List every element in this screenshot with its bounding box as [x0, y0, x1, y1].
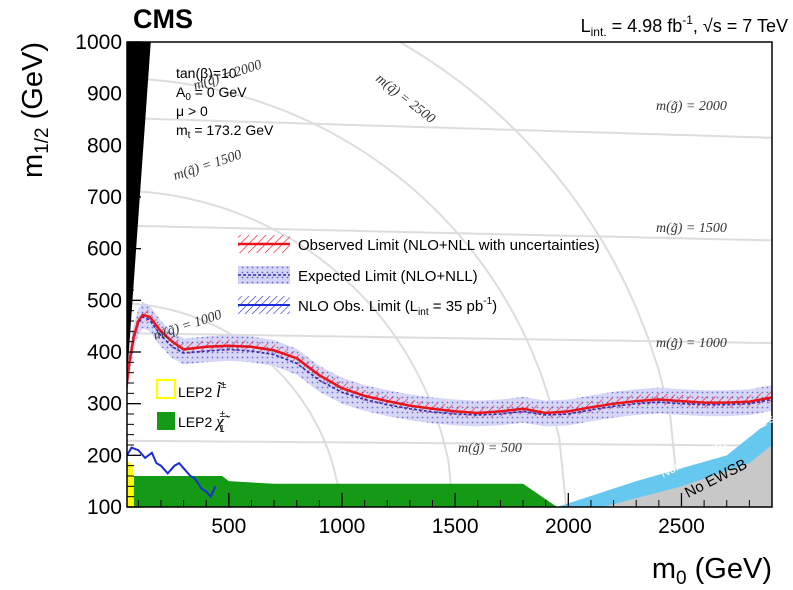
x-tick-label: 2500 [658, 515, 705, 538]
svg-text:LEP2 l̃±: LEP2 l̃± [178, 380, 227, 401]
x-tick-label: 500 [211, 515, 246, 538]
squark-contour [127, 77, 568, 507]
nlo35-line [127, 446, 217, 499]
squark-contour [397, 42, 681, 507]
x-tick-label: 1000 [319, 515, 366, 538]
gluino-contour-label: m(g̃) = 1000 [656, 336, 727, 351]
x-tick-label: 2000 [545, 515, 592, 538]
y-tick-label: 800 [87, 134, 122, 157]
legend: Observed Limit (NLO+NLL with uncertainti… [238, 235, 600, 318]
y-tick-label: 1000 [75, 31, 122, 54]
plot-frame [126, 41, 773, 508]
expected-line [127, 315, 772, 416]
limit-lines [127, 313, 772, 499]
expected-band [127, 302, 772, 427]
limit-bands [127, 302, 772, 427]
stau-lsp-region [127, 42, 151, 378]
gluino-contour [127, 439, 772, 447]
gluino-contour [127, 224, 772, 242]
lep2-legend: LEP2 l̃± LEP2 χ̃± 1 [155, 378, 231, 435]
theory-excluded-regions [127, 42, 772, 507]
legend-item-observed: Observed Limit (NLO+NLL with uncertainti… [238, 235, 600, 254]
y-tick-label: 400 [87, 341, 122, 364]
gluino-contour-label: m(g̃) = 1500 [656, 221, 727, 236]
y-tick-label: 600 [87, 238, 122, 261]
no-ewsb-region [602, 445, 772, 507]
lep2-slepton-region [127, 460, 134, 507]
a0-param: A0 = 0 GeV [176, 84, 247, 103]
lep2-slepton-entry: LEP2 l̃± [155, 378, 227, 401]
svg-text:Expected Limit (NLO+NLL): Expected Limit (NLO+NLL) [298, 268, 478, 285]
experiment-label: CMS [133, 4, 193, 34]
y-axis-title: m1/2 (GeV) [17, 42, 53, 178]
y-tick-label: 200 [87, 444, 122, 467]
model-parameters: tan(β)=10 A0 = 0 GeV μ > 0 mt = 173.2 Ge… [176, 65, 274, 141]
observed-band [127, 308, 772, 419]
x-tick-label: 1500 [432, 515, 479, 538]
mu-param: μ > 0 [176, 103, 208, 119]
mtop-param: mt = 173.2 GeV [176, 122, 274, 141]
squark-contour [127, 302, 341, 507]
y-tick-label: 900 [87, 83, 122, 106]
lep2-chargino-region [133, 476, 557, 507]
y-tick-label: 700 [87, 186, 122, 209]
observed-line [127, 313, 772, 415]
tan-beta-param: tan(β)=10 [176, 65, 237, 81]
gluino-contour-label: m(g̃) = 2000 [656, 99, 727, 114]
legend-item-nlo35: NLO Obs. Limit (Lint = 35 pb-1) [238, 296, 497, 318]
svg-text:Observed Limit (NLO+NLL with u: Observed Limit (NLO+NLL with uncertainti… [298, 237, 600, 254]
y-tick-label: 300 [87, 393, 122, 416]
y-tick-label: 100 [87, 496, 122, 519]
axes: 500 1000 1500 2000 2500 100 200 300 400 500 600 700… [75, 31, 750, 538]
gluino-contour [127, 117, 772, 139]
y-tick-label: 500 [87, 289, 122, 312]
luminosity-label: Lint. = 4.98 fb-1, √s = 7 TeV [581, 13, 788, 39]
gluino-contour-label: m(g̃) = 500 [458, 441, 522, 456]
plot-area [127, 42, 772, 507]
svg-text:NLO Obs. Limit (Lint = 35 pb-1: NLO Obs. Limit (Lint = 35 pb-1) [298, 296, 497, 318]
x-axis-title: m0 (GeV) [652, 553, 772, 589]
legend-item-expected: Expected Limit (NLO+NLL) [238, 266, 478, 285]
gluino-contour [127, 332, 772, 344]
